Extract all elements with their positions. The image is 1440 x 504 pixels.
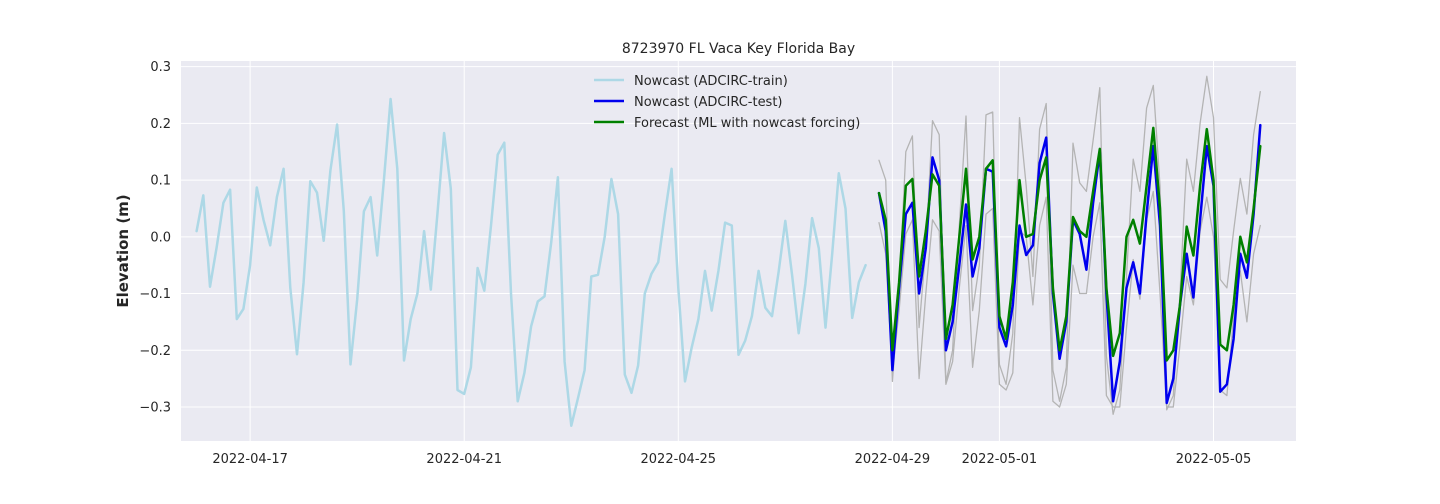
chart-title: 8723970 FL Vaca Key Florida Bay — [622, 41, 855, 57]
plot-background — [181, 61, 1296, 441]
y-tick-label: 0.3 — [150, 60, 171, 75]
legend-label: Forecast (ML with nowcast forcing) — [634, 116, 860, 131]
x-tick-label: 2022-04-25 — [641, 452, 717, 467]
y-tick-label: 0.1 — [150, 174, 171, 189]
legend: Nowcast (ADCIRC-train) Nowcast (ADCIRC-te… — [594, 74, 860, 131]
x-tick-label: 2022-05-01 — [962, 452, 1038, 467]
y-tick-label: −0.3 — [139, 400, 171, 415]
series-line-0 — [195, 97, 867, 427]
legend-item: Nowcast (ADCIRC-train) — [594, 74, 788, 89]
legend-item: Forecast (ML with nowcast forcing) — [594, 116, 860, 131]
series-line-4 — [877, 126, 1262, 362]
legend-label: Nowcast (ADCIRC-test) — [634, 95, 783, 110]
plot-area — [181, 61, 1296, 441]
x-tick-label: 2022-04-29 — [855, 452, 931, 467]
y-tick-label: −0.2 — [139, 344, 171, 359]
y-axis-label: Elevation (m) — [114, 194, 132, 307]
y-tick-label: −0.1 — [139, 287, 171, 302]
x-tick-label: 2022-05-05 — [1176, 452, 1252, 467]
x-axis-ticks: 2022-04-17 2022-04-21 2022-04-25 2022-04-29… — [212, 452, 1251, 467]
y-axis-ticks: −0.3 −0.2 −0.1 0.0 0.1 0.2 0.3 — [139, 60, 171, 415]
y-tick-label: 0.2 — [150, 117, 171, 132]
legend-label: Nowcast (ADCIRC-train) — [634, 74, 788, 89]
grid-lines — [181, 61, 1296, 441]
legend-item: Nowcast (ADCIRC-test) — [594, 95, 783, 110]
y-tick-label: 0.0 — [150, 230, 171, 245]
x-tick-label: 2022-04-21 — [426, 452, 502, 467]
series-lines — [195, 75, 1262, 427]
x-tick-label: 2022-04-17 — [212, 452, 288, 467]
